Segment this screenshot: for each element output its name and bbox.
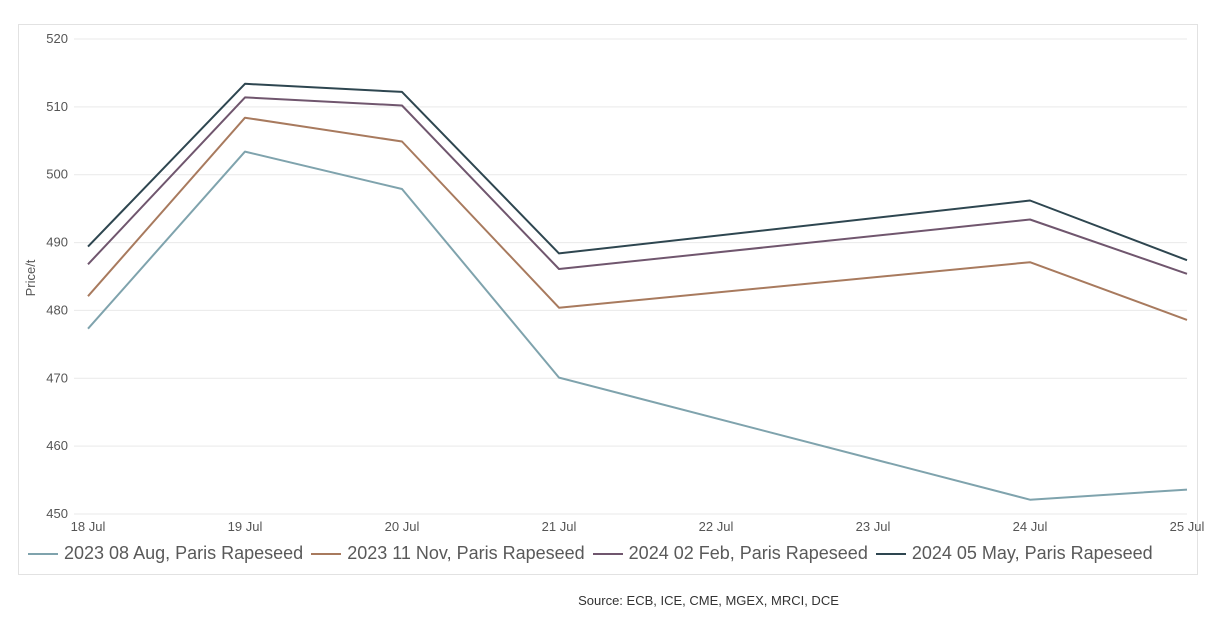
- legend-label: 2024 02 Feb, Paris Rapeseed: [628, 543, 868, 563]
- y-tick-label: 510: [46, 99, 68, 114]
- y-tick-label: 470: [46, 370, 68, 385]
- y-tick-label: 500: [46, 167, 68, 182]
- legend-item: 2023 11 Nov, Paris Rapeseed: [311, 543, 585, 564]
- legend-label: 2023 11 Nov, Paris Rapeseed: [347, 543, 585, 563]
- y-tick-label: 460: [46, 438, 68, 453]
- source-note: Source: ECB, ICE, CME, MGEX, MRCI, DCE: [0, 593, 1217, 608]
- chart-frame: [18, 24, 1198, 575]
- x-tick-label: 18 Jul: [71, 519, 106, 534]
- y-tick-label: 450: [46, 506, 68, 521]
- legend-item: 2023 08 Aug, Paris Rapeseed: [28, 543, 303, 564]
- source-text: Source: ECB, ICE, CME, MGEX, MRCI, DCE: [578, 593, 839, 608]
- series-line-3: [87, 96, 1188, 275]
- x-tick-label: 23 Jul: [856, 519, 891, 534]
- grid-lines: [74, 38, 1187, 515]
- legend-label: 2024 05 May, Paris Rapeseed: [911, 543, 1153, 563]
- y-axis-title: Price/t: [23, 259, 38, 296]
- x-tick-label: 21 Jul: [542, 519, 577, 534]
- x-tick-label: 22 Jul: [699, 519, 734, 534]
- x-tick-label: 25 Jul: [1170, 519, 1205, 534]
- legend-item: 2024 02 Feb, Paris Rapeseed: [592, 543, 868, 564]
- x-tick-label: 20 Jul: [385, 519, 420, 534]
- series-line-1: [87, 150, 1188, 501]
- legend-label: 2023 08 Aug, Paris Rapeseed: [64, 543, 304, 563]
- legend-swatch: [875, 552, 906, 555]
- series-lines: [87, 82, 1188, 501]
- legend: 2023 08 Aug, Paris Rapeseed 2023 11 Nov, …: [28, 543, 1161, 564]
- y-tick-label: 480: [46, 302, 68, 317]
- legend-swatch: [592, 552, 623, 555]
- series-line-4: [87, 82, 1188, 262]
- legend-item: 2024 05 May, Paris Rapeseed: [875, 543, 1153, 564]
- legend-swatch: [311, 552, 342, 555]
- x-axis-ticks: 18 Jul 19 Jul 20 Jul 21 Jul 22 Jul 23 Jul 24 J…: [71, 519, 1205, 534]
- y-tick-label: 520: [46, 31, 68, 46]
- legend-swatch: [28, 552, 58, 555]
- y-tick-label: 490: [46, 235, 68, 250]
- x-tick-label: 19 Jul: [228, 519, 263, 534]
- y-axis-ticks: 450 460 470 480 490 500 510 520: [46, 31, 68, 521]
- series-line-2: [87, 116, 1188, 321]
- x-tick-label: 24 Jul: [1013, 519, 1048, 534]
